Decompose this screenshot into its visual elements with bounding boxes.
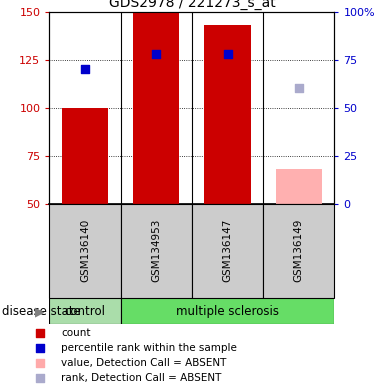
Bar xyxy=(192,204,263,298)
Bar xyxy=(263,204,334,298)
Bar xyxy=(121,204,192,298)
Point xyxy=(82,66,88,72)
Point xyxy=(37,330,43,336)
Text: value, Detection Call = ABSENT: value, Detection Call = ABSENT xyxy=(61,358,226,368)
Text: percentile rank within the sample: percentile rank within the sample xyxy=(61,343,237,353)
Text: count: count xyxy=(61,328,90,338)
Text: multiple sclerosis: multiple sclerosis xyxy=(176,305,279,318)
Text: disease state: disease state xyxy=(2,305,81,318)
Point xyxy=(153,51,159,57)
Text: GSM136147: GSM136147 xyxy=(223,219,233,282)
Bar xyxy=(276,169,322,204)
Bar xyxy=(204,25,251,204)
Text: GSM134953: GSM134953 xyxy=(151,219,161,282)
Bar xyxy=(121,298,334,324)
Bar xyxy=(133,12,179,204)
Text: GSM136140: GSM136140 xyxy=(80,219,90,282)
Title: GDS2978 / 221273_s_at: GDS2978 / 221273_s_at xyxy=(109,0,275,10)
Point xyxy=(225,51,231,57)
Text: control: control xyxy=(65,305,106,318)
Point xyxy=(37,345,43,351)
Text: rank, Detection Call = ABSENT: rank, Detection Call = ABSENT xyxy=(61,373,221,383)
Bar xyxy=(49,204,121,298)
Text: GSM136149: GSM136149 xyxy=(294,219,304,282)
Bar xyxy=(62,108,108,204)
Bar xyxy=(49,298,121,324)
Text: ▶: ▶ xyxy=(35,305,45,318)
Point xyxy=(37,360,43,366)
Point xyxy=(37,375,43,381)
Point xyxy=(296,85,302,91)
